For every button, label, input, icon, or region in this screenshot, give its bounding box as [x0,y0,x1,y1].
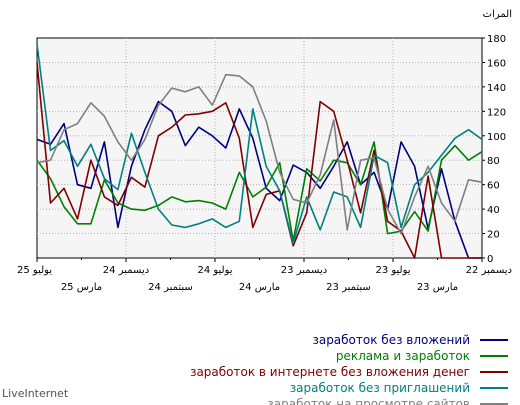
legend-label: реклама и заработок [336,349,470,363]
x-tick-label-bottom: مارس 23 [417,282,458,293]
plot-area [36,37,483,259]
y-axis-ticks: 0 20 40 60 80 100 120 140 160 180 [482,34,506,265]
x-tick-label-bottom: مارس 25 [61,282,102,293]
y-tick-label: 100 [487,132,506,143]
x-tick-label-bottom: سبتمبر 23 [326,282,371,293]
y-tick-label: 120 [487,107,506,118]
y-tick-label: 60 [487,181,500,192]
x-tick-label-bottom: مارس 24 [239,282,280,293]
series-line-4 [36,43,483,245]
y-axis-title: المرات [483,9,512,20]
legend: заработок без вложений реклама и заработо… [190,333,508,405]
x-tick-label-top: ديسمبر 24 [103,265,149,276]
x-tick-label-bottom: سبتمبر 24 [148,282,193,293]
y-tick-label: 20 [487,230,500,241]
x-tick-label-top: ديسمبر 23 [281,265,327,276]
series-line-3 [36,62,482,259]
series-line-5 [36,73,483,235]
y-tick-label: 0 [487,254,493,265]
y-tick-label: 80 [487,156,500,167]
y-tick-label: 160 [487,58,506,69]
watermark-text: LiveInternet [2,387,69,400]
legend-label: заработок без приглашений [290,381,470,395]
x-tick-label-top: يوليو 24 [197,265,232,276]
y-tick-label: 40 [487,205,500,216]
series-lines [36,43,483,259]
x-tick-label-top: يوليو 25 [17,265,52,276]
x-axis-labels: يوليو 25 ديسمبر 24 يوليو 24 ديسمبر 23 يوليو … [17,258,512,293]
legend-label: заработок в интернете без вложения денег [190,365,470,379]
legend-label: заработок на просмотре сайтов [267,397,470,405]
y-tick-label: 140 [487,83,506,94]
series-line-2 [36,141,483,242]
x-tick-label-top: ديسمبر 22 [466,265,512,276]
legend-label: заработок без вложений [312,333,470,347]
y-tick-label: 180 [487,34,506,45]
x-tick-label-top: يوليو 23 [375,265,410,276]
